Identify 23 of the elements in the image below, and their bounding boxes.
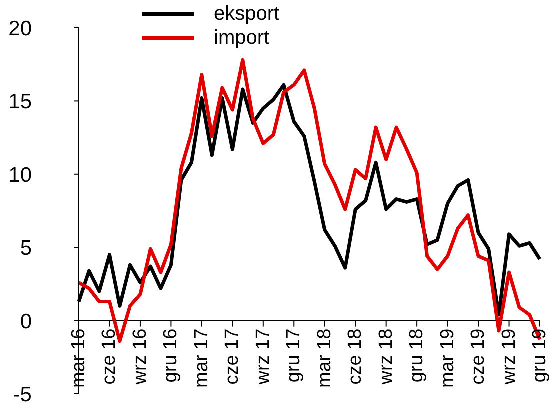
x-tick-label: wrz 16 [130, 328, 151, 386]
x-tick-label: mar 19 [437, 328, 458, 388]
legend-label: import [214, 27, 270, 49]
x-tick-label: cze 16 [99, 328, 120, 385]
x-tick-label: cze 19 [468, 328, 490, 385]
y-tick-label: -5 [13, 383, 32, 406]
x-tick-label: gru 17 [284, 328, 305, 383]
y-tick-label: 20 [8, 17, 32, 40]
x-tick-label: mar 17 [191, 328, 212, 388]
x-tick-label: wrz 17 [252, 328, 274, 386]
x-tick-label: wrz 19 [498, 328, 520, 386]
y-tick-label: 10 [8, 164, 32, 187]
legend-label: eksport [214, 3, 280, 25]
y-tick-label: 5 [20, 237, 32, 260]
y-tick-label: 15 [8, 90, 32, 114]
y-tick-label: 0 [20, 310, 32, 334]
x-tick-label: mar 18 [314, 328, 336, 388]
x-tick-label: cze 17 [222, 328, 244, 385]
x-tick-label: gru 19 [530, 328, 550, 383]
x-tick-label: cze 18 [345, 328, 366, 385]
x-tick-label: wrz 18 [376, 328, 397, 386]
x-tick-label: gru 16 [160, 328, 182, 383]
x-tick-label: gru 18 [406, 328, 428, 383]
